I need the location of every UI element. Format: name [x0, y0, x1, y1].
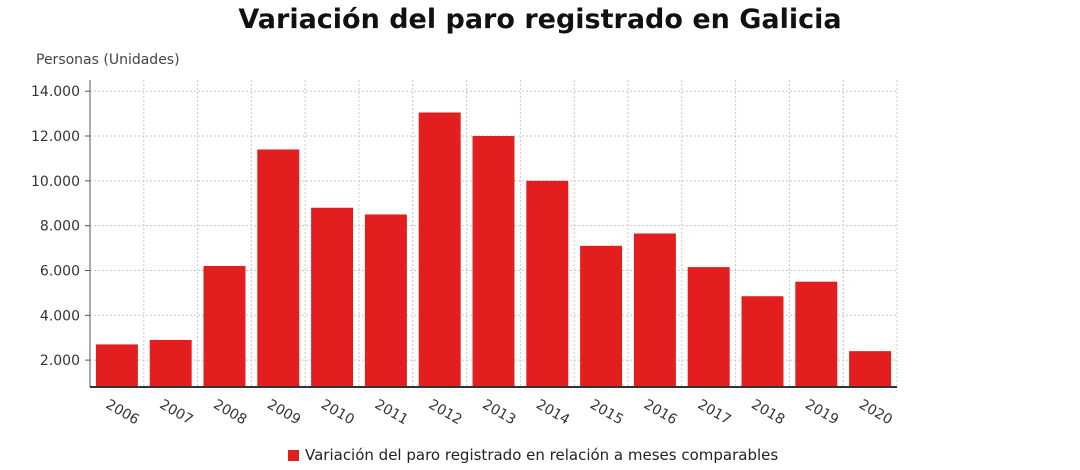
- x-tick-label: 2020: [856, 397, 895, 429]
- bar-2011: [364, 214, 407, 387]
- x-tick-label: 2013: [480, 397, 519, 429]
- y-tick-label: 14.000: [31, 84, 80, 100]
- x-tick-label: 2011: [372, 397, 411, 429]
- x-tick-label: 2012: [426, 397, 465, 429]
- y-tick-label: 10.000: [31, 174, 80, 190]
- y-tick-label: 12.000: [31, 129, 80, 145]
- y-axis-label: Personas (Unidades): [36, 52, 180, 68]
- x-tick-label: 2016: [641, 397, 680, 429]
- bar-2009: [257, 149, 300, 387]
- legend-swatch: [288, 449, 299, 461]
- x-tick-label: 2008: [211, 397, 250, 429]
- bar-2016: [633, 233, 676, 387]
- bar-2017: [687, 267, 730, 387]
- x-tick-label: 2018: [749, 397, 788, 429]
- x-tick-label: 2010: [318, 397, 357, 429]
- x-tick-label: 2015: [587, 397, 626, 429]
- x-tick-label: 2017: [695, 397, 734, 429]
- bar-2014: [526, 180, 569, 387]
- bar-2015: [580, 245, 623, 387]
- bar-2006: [95, 344, 138, 387]
- bar-2012: [418, 112, 461, 387]
- bars-layer: [95, 112, 892, 387]
- x-tick-label: 2019: [802, 397, 841, 429]
- bar-2008: [203, 265, 246, 387]
- y-tick-label: 8.000: [40, 219, 80, 235]
- legend-label: Variación del paro registrado en relació…: [305, 446, 779, 464]
- chart-title: Variación del paro registrado en Galicia: [238, 4, 842, 35]
- bar-2007: [149, 339, 192, 387]
- y-tick-label: 2.000: [40, 353, 80, 369]
- x-tick-label: 2014: [533, 397, 572, 429]
- x-tick-label: 2009: [264, 397, 303, 429]
- bar-2019: [795, 281, 838, 387]
- bar-2013: [472, 136, 515, 387]
- x-tick-label: 2006: [103, 397, 142, 429]
- bar-2020: [849, 351, 892, 387]
- x-tick-label: 2007: [157, 397, 196, 429]
- bar-2018: [741, 296, 784, 387]
- bar-2010: [311, 207, 354, 387]
- legend: Variación del paro registrado en relació…: [288, 446, 778, 464]
- y-tick-label: 6.000: [40, 263, 80, 279]
- y-tick-label: 4.000: [40, 308, 80, 324]
